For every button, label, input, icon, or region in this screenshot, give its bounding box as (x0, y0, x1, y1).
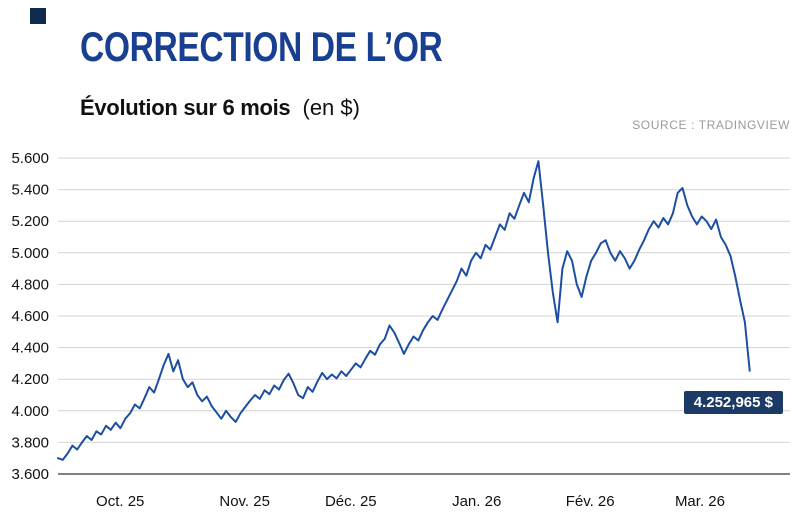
chart-subtitle-text: Évolution sur 6 mois (80, 95, 291, 120)
svg-text:5.400: 5.400 (11, 182, 49, 199)
last-price-annotation: 4.252,965 $ (683, 390, 783, 414)
svg-text:3.800: 3.800 (11, 434, 49, 451)
svg-text:4.000: 4.000 (11, 403, 49, 420)
svg-text:5.200: 5.200 (11, 213, 49, 230)
svg-text:Fév. 26: Fév. 26 (566, 493, 615, 510)
svg-text:5.600: 5.600 (11, 150, 49, 167)
svg-text:Nov. 25: Nov. 25 (219, 493, 270, 510)
svg-text:4.600: 4.600 (11, 308, 49, 325)
chart-canvas: 3.600 3.800 4.000 4.200 4.400 4.600 4.800 5.000… (11, 150, 790, 510)
svg-text:4.800: 4.800 (11, 276, 49, 293)
svg-text:Oct. 25: Oct. 25 (96, 493, 144, 510)
svg-text:Jan. 26: Jan. 26 (452, 493, 501, 510)
source-label: SOURCE : TRADINGVIEW (632, 118, 790, 132)
svg-text:3.600: 3.600 (11, 466, 49, 483)
svg-text:Déc. 25: Déc. 25 (325, 493, 377, 510)
svg-text:4.400: 4.400 (11, 340, 49, 357)
chart-subtitle: Évolution sur 6 mois (en $) (80, 95, 360, 121)
page-title: CORRECTION DE L’OR (80, 23, 443, 70)
svg-text:Mar. 26: Mar. 26 (675, 493, 725, 510)
price-line-chart: 3.600 3.800 4.000 4.200 4.400 4.600 4.800 5.000… (0, 142, 802, 530)
chart-subtitle-unit: (en $) (302, 95, 360, 120)
svg-text:4.200: 4.200 (11, 371, 49, 388)
brand-square-icon (30, 8, 46, 24)
svg-text:5.000: 5.000 (11, 245, 49, 262)
